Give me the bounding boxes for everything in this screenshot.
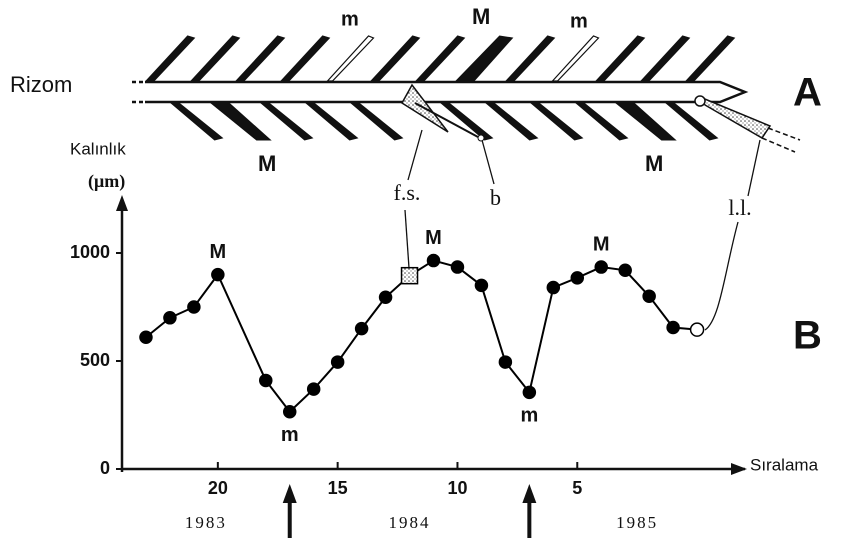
data-point xyxy=(594,260,608,274)
fs-leaf-edge xyxy=(414,102,479,138)
year-boundary-arrowhead xyxy=(522,484,537,503)
data-point xyxy=(330,355,345,369)
panel-label: B xyxy=(793,314,822,358)
y-tick-label: 1000 xyxy=(70,242,110,262)
leaf xyxy=(574,102,629,141)
leaf xyxy=(169,102,224,141)
data-point xyxy=(259,373,273,388)
leaf-label: M xyxy=(645,151,663,176)
point-label: m xyxy=(520,405,538,427)
x-axis-label: Sıralama xyxy=(750,455,819,474)
y-tick-label: 500 xyxy=(80,350,110,370)
data-point xyxy=(689,322,705,337)
data-point xyxy=(474,278,489,293)
year-label: 1984 xyxy=(389,513,431,532)
data-line xyxy=(145,259,698,414)
data-point xyxy=(666,320,680,335)
x-tick-label: 15 xyxy=(328,478,348,498)
leaf xyxy=(189,35,241,82)
data-point xyxy=(450,260,465,274)
leaf xyxy=(551,35,600,82)
panel-label: A xyxy=(793,71,822,115)
leaf xyxy=(414,35,466,82)
leaf xyxy=(326,35,375,82)
leaf xyxy=(234,35,286,82)
point-label: M xyxy=(593,233,610,255)
leaf xyxy=(664,102,719,141)
leader-line xyxy=(407,129,423,181)
leaf xyxy=(439,102,494,141)
leaf xyxy=(209,102,272,141)
leaf xyxy=(614,102,677,141)
data-point xyxy=(570,271,585,285)
data-point xyxy=(642,289,656,303)
rhizome-diagram xyxy=(132,35,801,153)
x-tick-label: 5 xyxy=(572,478,582,498)
leaf xyxy=(684,35,736,82)
y-tick-label: 0 xyxy=(100,458,110,478)
data-point xyxy=(187,300,201,314)
data-point xyxy=(306,382,321,396)
point-label: M xyxy=(210,241,227,263)
data-point xyxy=(163,311,177,325)
year-label: 1983 xyxy=(185,513,227,532)
rhizome-body xyxy=(145,80,749,104)
data-point xyxy=(378,290,393,305)
leaf xyxy=(259,102,314,141)
leaf xyxy=(144,35,196,82)
leaf xyxy=(279,35,331,82)
point-label: m xyxy=(281,424,299,446)
ll-leaf-end xyxy=(767,127,801,141)
leaf-label: m xyxy=(341,8,359,30)
x-tick-label: 10 xyxy=(447,478,467,498)
special-point-label: f.s. xyxy=(394,180,421,205)
data-point xyxy=(522,385,537,400)
leaf xyxy=(529,102,584,141)
special-point-label: l.l. xyxy=(728,195,751,220)
leaf xyxy=(639,35,691,82)
data-point xyxy=(618,263,632,278)
rhizome-label: Rizom xyxy=(10,72,72,97)
ll-leaf-end xyxy=(761,137,796,153)
leaf-label: M xyxy=(258,151,276,176)
y-axis-label: Kalınlık xyxy=(70,139,126,158)
data-point xyxy=(354,321,369,336)
data-point xyxy=(282,405,297,419)
leaf xyxy=(304,102,359,141)
y-axis-unit: (μm) xyxy=(88,171,125,192)
leaf xyxy=(504,35,556,82)
x-tick-label: 20 xyxy=(208,478,228,498)
leader-line xyxy=(481,139,495,185)
leaf xyxy=(349,102,404,141)
point-label: M xyxy=(425,227,442,249)
data-point xyxy=(139,330,153,344)
leaf-label: m xyxy=(570,10,588,32)
data-point xyxy=(498,355,513,369)
data-point xyxy=(546,280,561,295)
ll-base xyxy=(694,95,706,107)
data-point xyxy=(400,266,419,285)
y-axis-arrow xyxy=(116,195,128,211)
bud xyxy=(477,134,485,142)
leaf xyxy=(454,35,514,82)
bud-label: b xyxy=(490,185,501,210)
data-point xyxy=(426,253,441,268)
leaf xyxy=(594,35,646,82)
year-label: 1985 xyxy=(616,513,658,532)
year-boundary-arrowhead xyxy=(282,484,297,503)
leaf xyxy=(484,102,539,141)
leader-line xyxy=(704,221,739,331)
leaf xyxy=(369,35,421,82)
data-point xyxy=(211,267,225,282)
leader-line xyxy=(404,209,410,269)
leader-line xyxy=(747,139,761,197)
x-axis-arrow xyxy=(731,463,747,475)
leaf-label: M xyxy=(472,4,490,29)
